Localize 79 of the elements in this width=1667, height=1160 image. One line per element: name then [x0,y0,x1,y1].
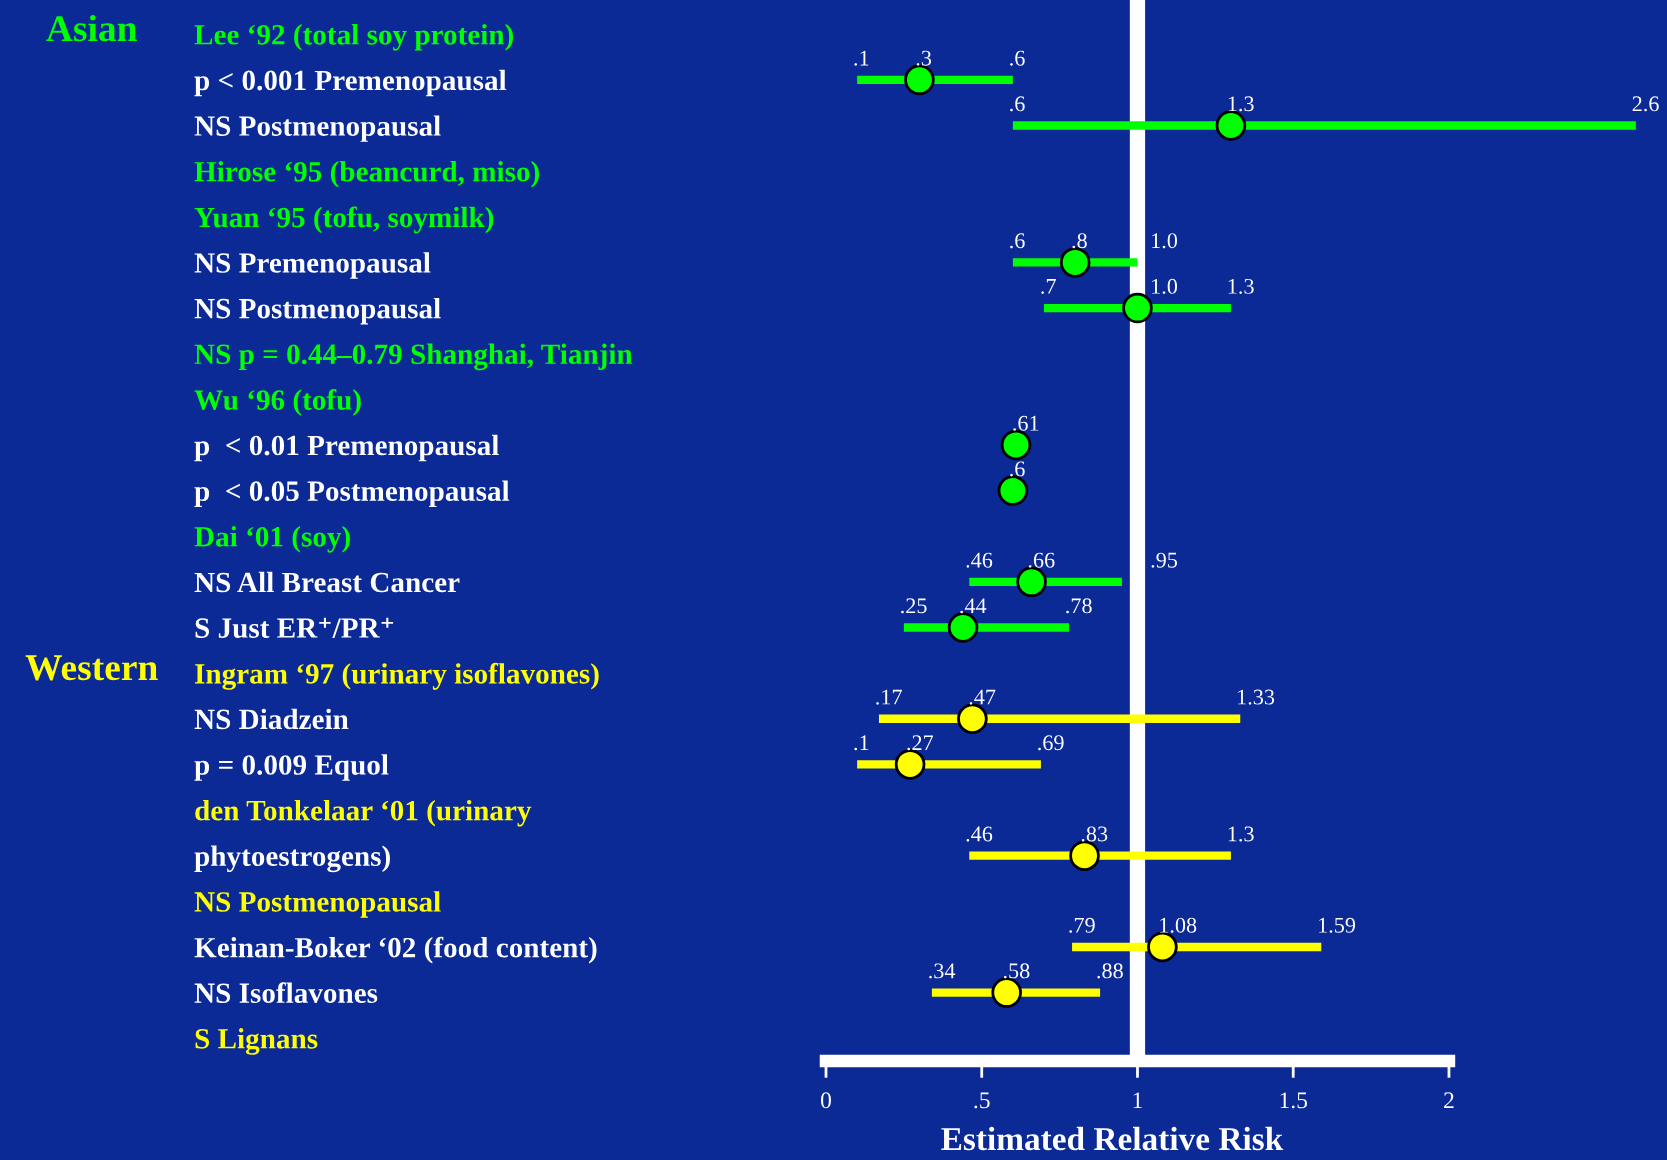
data-label: 1.3 [1228,96,1254,112]
x-tick-label: 2 [1444,1092,1454,1108]
y-tick-label: Wu ‘96 (tofu) [194,389,361,416]
data-label: .6 [1010,461,1025,477]
data-label: .61 [1013,415,1039,431]
point [1059,247,1091,278]
data-label: .8 [1072,233,1087,249]
annotation: .95 [1151,552,1178,568]
y-tick-label: p = 0.009 Equol [194,754,389,781]
annotation: .69 [1038,735,1064,751]
y-tick-label: NS Isoflavones [194,982,378,1003]
point [894,749,926,780]
data-label: .66 [1028,552,1055,568]
x-tick-label: 0 [821,1092,831,1109]
data-label: .83 [1081,826,1108,842]
point [1000,429,1032,461]
annotation: .34 [929,963,956,979]
y-tick-label: Hirose ‘95 (beancurd, miso) [194,161,539,188]
annotation: .46 [966,826,993,842]
data-label: .47 [969,689,996,705]
y-tick-label: p < 0.05 Postmenopausal [194,480,510,507]
x-tick-label: .5 [974,1092,990,1109]
data-label: .27 [907,735,934,751]
annotation: .25 [901,598,927,614]
y-tick-label: Lee ‘92 (total soy protein) [194,24,514,51]
y-tick-label: p < 0.001 Premenopausal [194,69,507,97]
y-tick-label: phytoestrogens) [194,845,390,873]
y-tick-label: Ingram ‘97 (urinary isoflavones) [195,662,599,690]
point [1016,566,1047,598]
point [1215,110,1247,141]
y-tick-label: Yuan ‘95 (tofu, soymilk) [194,206,494,234]
point [904,64,935,96]
annotation: .6 [1010,50,1025,66]
y-tick-label: NS All Breast Cancer [194,571,460,593]
y-tick-label: NS Postmenopausal [194,891,441,918]
annotation: 1.33 [1238,689,1275,705]
y-tick-label: p < 0.01 Premenopausal [194,434,499,462]
annotation: .1 [854,50,869,66]
y-tick-label: NS p = 0.44–0.79 Shanghai, Tianjin [194,343,633,371]
y-tick-label: Dai ‘01 (soy) [194,526,350,553]
y-tick-label: NS Postmenopausal [194,115,441,142]
data-label: .44 [960,598,987,614]
point [1122,292,1153,324]
annotation: 1.3 [1228,826,1254,842]
point [957,703,988,735]
point [997,475,1029,506]
annotation: .17 [876,689,902,705]
point [991,977,1022,1008]
annotation: 1.3 [1228,278,1254,294]
y-tick-label: NS Premenopausal [194,252,431,279]
annotation: .46 [966,552,993,568]
annotation: .79 [1069,917,1095,933]
annotation: .6 [1010,233,1025,249]
annotation: 2.6 [1632,96,1659,112]
annotation: .1 [854,735,869,751]
annotation: .88 [1097,963,1123,979]
data-label: .3 [916,50,932,66]
annotation: 1.0 [1152,233,1178,249]
annotation: .6 [1010,96,1025,112]
point [947,612,979,643]
point [1147,931,1178,963]
data-label: .58 [1003,963,1030,979]
y-tick-label: S Lignans [195,1028,318,1055]
data-label: 1.0 [1152,278,1178,294]
point [1069,840,1100,871]
y-tick-label: NS Postmenopausal [194,297,441,325]
data-label: 1.08 [1160,917,1197,933]
annotation: 1.59 [1319,917,1356,933]
y-tick-label: NS Diadzein [194,708,349,730]
x-tick-label: 1 [1133,1092,1142,1108]
y-tick-label: Keinan-Boker ‘02 (food content) [194,936,597,964]
y-tick-label: S Just ER⁺/PR⁺ [195,617,394,638]
annotation: .7 [1041,279,1056,294]
text: Asian [46,14,137,42]
text: Western [25,655,158,681]
annotation: .78 [1066,598,1092,614]
y-tick-label: den Tonkelaar ‘01 (urinary [195,799,532,827]
x-tick-label: 1.5 [1280,1092,1308,1109]
x-axis-title: Estimated Relative Risk [941,1126,1284,1151]
